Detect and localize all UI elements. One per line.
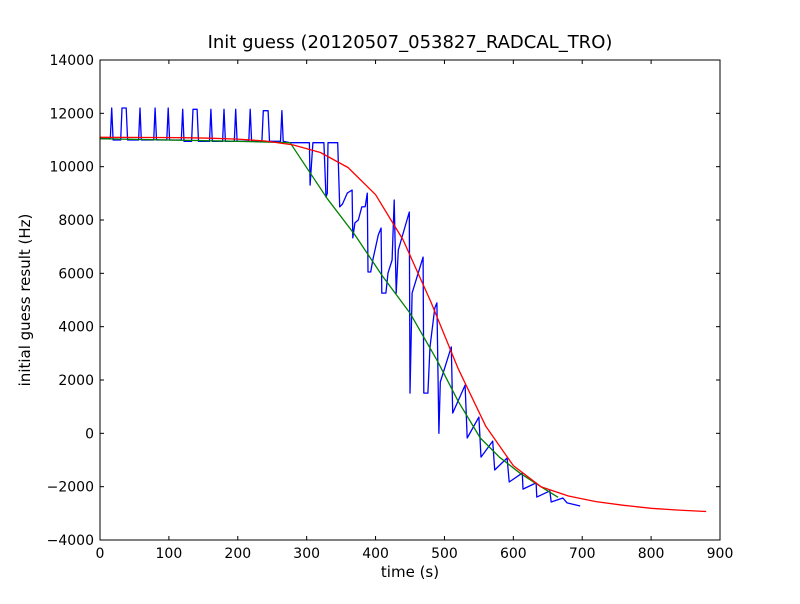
series-layer <box>99 107 707 513</box>
y-tick-label: 4000 <box>58 320 94 336</box>
chart-title: Init guess (20120507_053827_RADCAL_TRO) <box>208 32 613 53</box>
x-tick-label: 0 <box>96 546 105 562</box>
ticks-layer: 0 100 200 300 400 500 600 700 800 900 −4000 −2000 0 2… <box>47 53 734 562</box>
y-tick-label: −2000 <box>47 480 94 496</box>
x-tick-label: 300 <box>293 546 320 562</box>
series-line-red <box>99 136 707 513</box>
y-tick-label: 14000 <box>49 53 94 69</box>
x-tick-label: 500 <box>431 546 458 562</box>
y-tick-label: 8000 <box>58 213 94 229</box>
x-tick-label: 100 <box>156 546 183 562</box>
x-tick-label: 800 <box>638 546 665 562</box>
series-line-blue <box>100 107 581 507</box>
y-axis-label: initial guess result (Hz) <box>16 214 34 387</box>
y-tick-label: 0 <box>85 426 94 442</box>
x-tick-label: 900 <box>707 546 734 562</box>
plot-frame <box>99 59 721 541</box>
y-tick-label: −4000 <box>47 533 94 549</box>
x-tick-label: 600 <box>500 546 527 562</box>
x-tick-label: 700 <box>569 546 596 562</box>
y-tick-label: 6000 <box>58 266 94 282</box>
x-axis-label: time (s) <box>381 563 439 581</box>
y-tick-label: 10000 <box>49 160 94 176</box>
y-tick-label: 12000 <box>49 106 94 122</box>
x-tick-label: 400 <box>362 546 389 562</box>
series-line-green <box>99 138 559 498</box>
x-tick-label: 200 <box>224 546 251 562</box>
y-tick-label: 2000 <box>58 373 94 389</box>
